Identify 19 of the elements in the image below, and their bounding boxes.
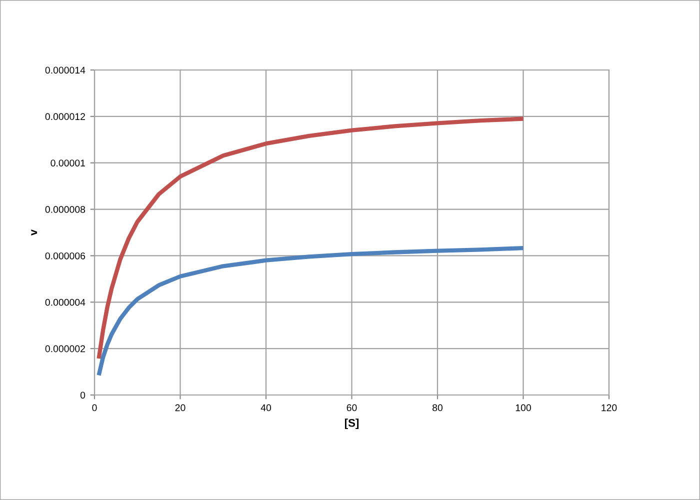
x-tick-label: 40 xyxy=(260,404,272,412)
x-tick-label: 100 xyxy=(516,404,531,412)
line-series xyxy=(96,116,526,361)
x-tick-label: 60 xyxy=(346,404,357,412)
x-tick-label: 20 xyxy=(175,404,186,412)
x-tick-label: 0 xyxy=(92,404,97,412)
y-tick-label: 0.000006 xyxy=(45,252,86,260)
y-tick-label: 0.000008 xyxy=(45,206,86,213)
x-tick-label: 120 xyxy=(602,404,617,412)
y-tick-label: 0.000014 xyxy=(45,66,86,74)
x-tick-label: 80 xyxy=(432,404,443,412)
y-tick-label: 0.000004 xyxy=(45,298,86,306)
y-tick-label: 0 xyxy=(80,392,86,399)
x-axis-title: [S] xyxy=(344,418,359,430)
line-series xyxy=(96,246,526,378)
y-axis-title: v xyxy=(31,229,38,236)
y-tick-label: 0.000012 xyxy=(45,113,85,120)
y-tick-label: 0.000002 xyxy=(45,345,85,352)
y-tick-label: 0.00001 xyxy=(50,160,85,166)
